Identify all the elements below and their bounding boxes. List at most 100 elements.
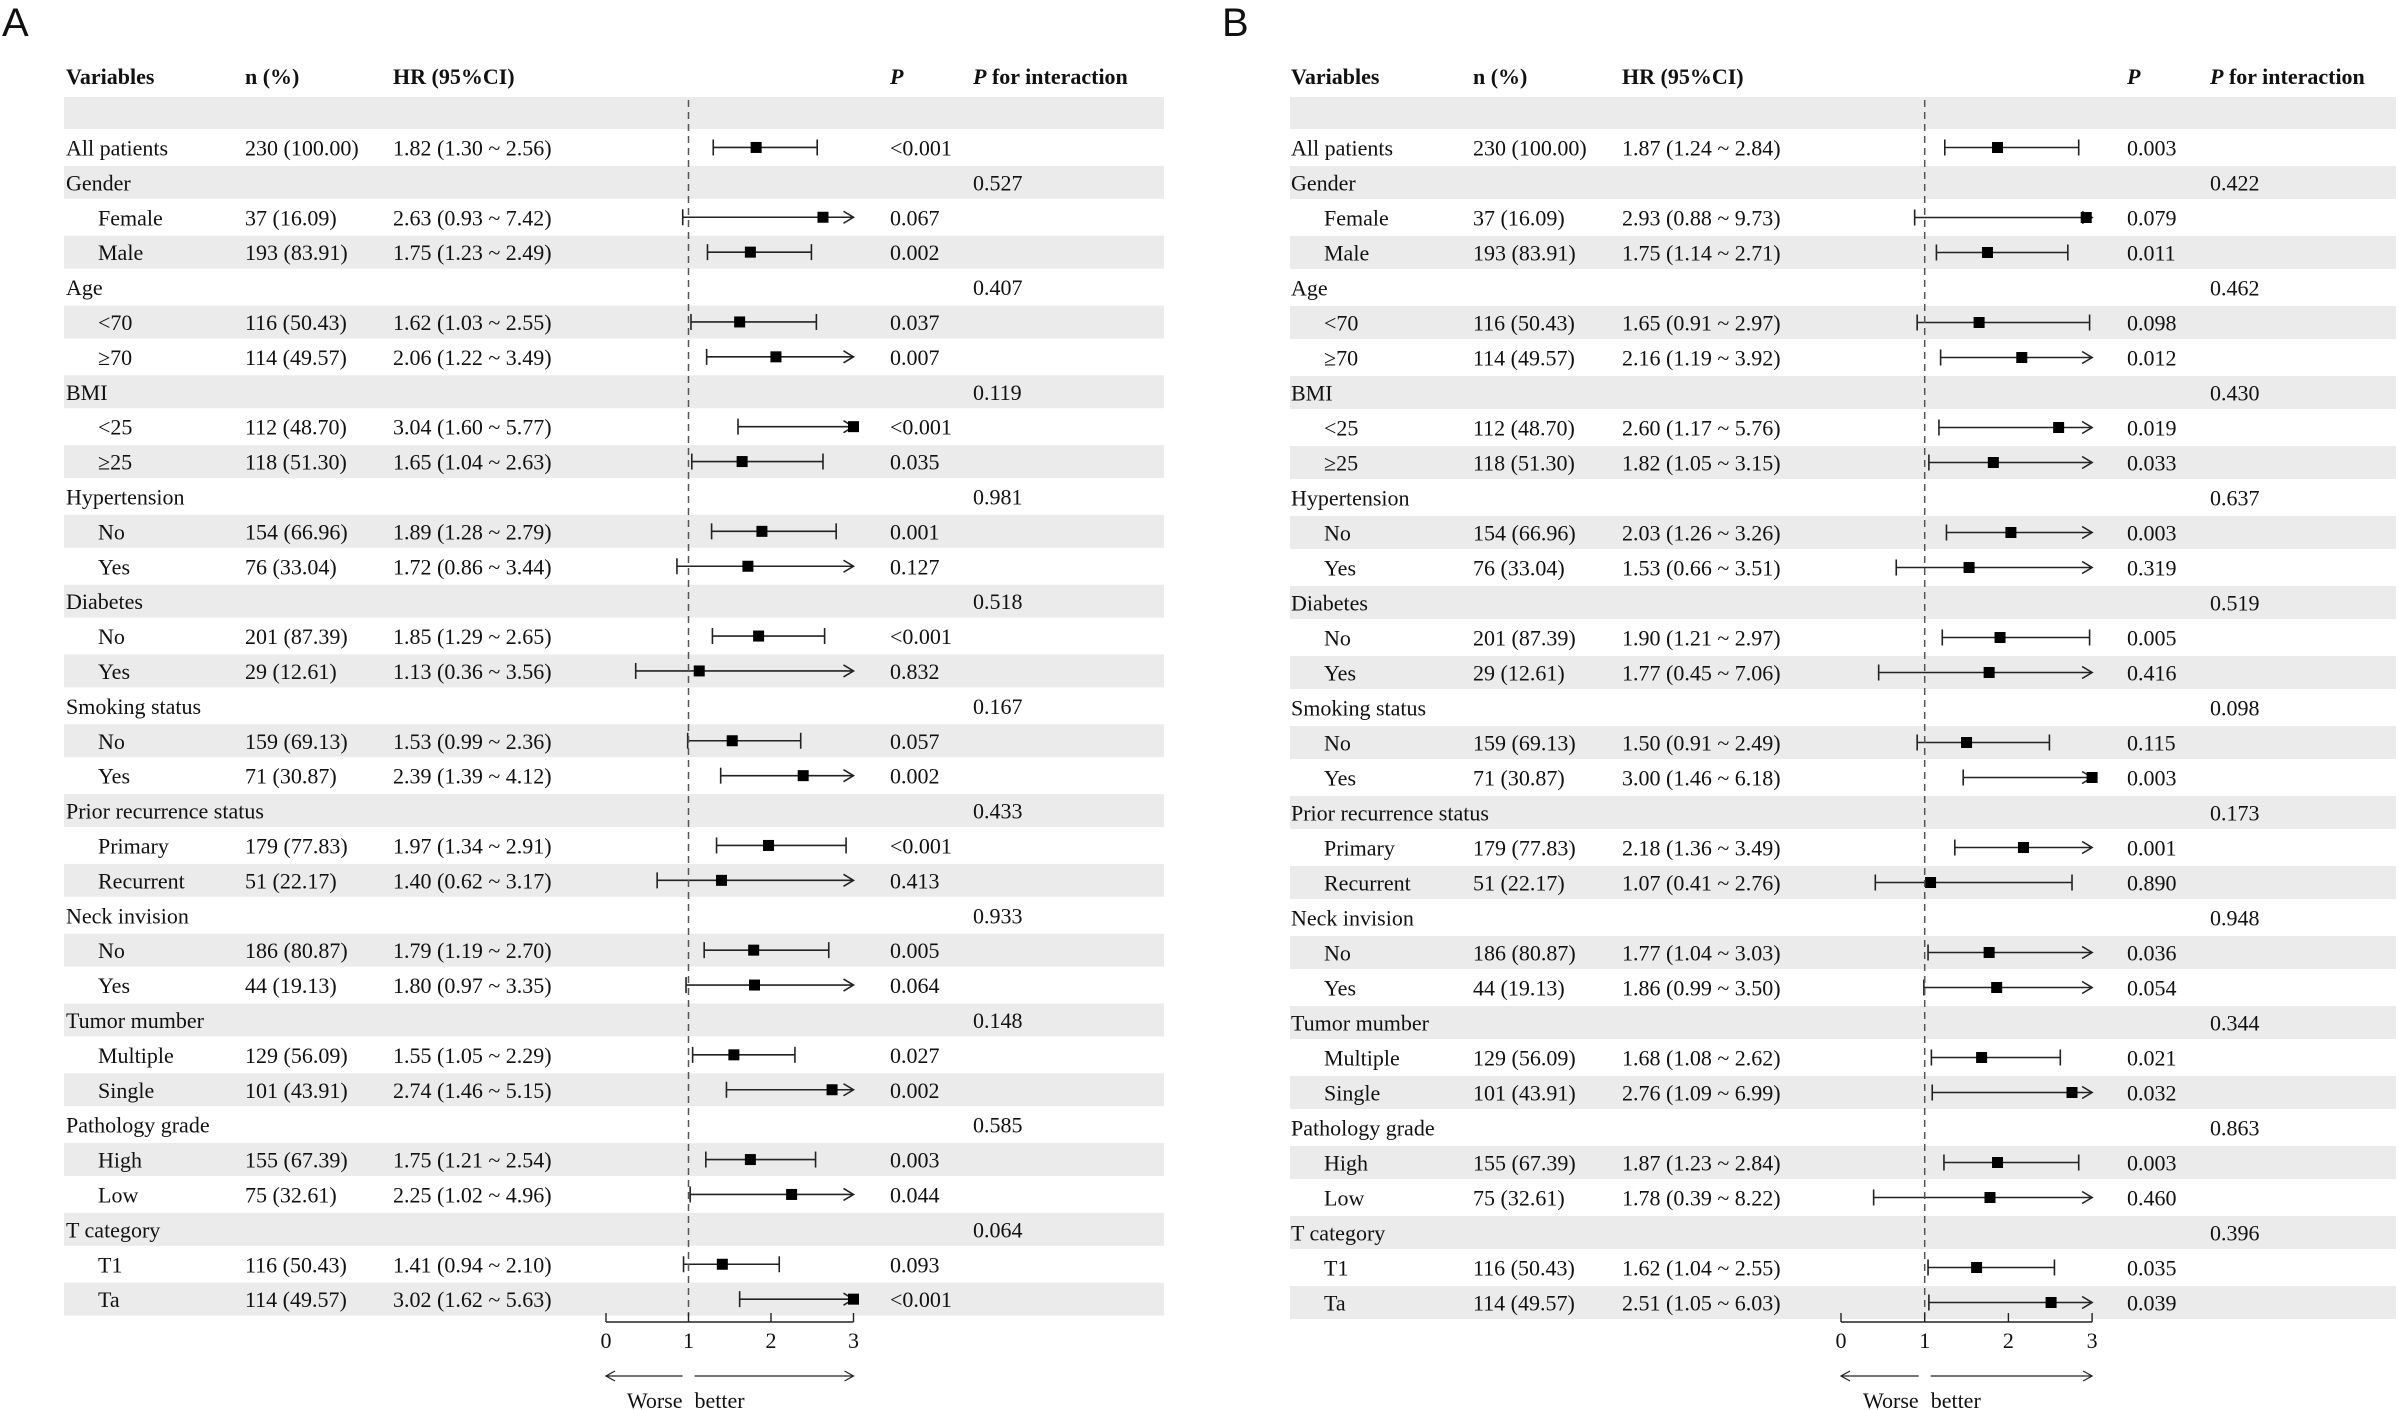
row-hr-ci: 3.04 (1.60 ~ 5.77) xyxy=(393,415,552,440)
row-n: 114 (49.57) xyxy=(245,345,347,370)
header-stripe xyxy=(1290,97,2396,129)
row-p-interaction: 0.585 xyxy=(973,1113,1023,1138)
row-label: Multiple xyxy=(1324,1046,1400,1071)
table-row: Low 75 (32.61) 1.78 (0.39 ~ 8.22) 0.460 xyxy=(1324,1186,2177,1211)
header-n: n (%) xyxy=(1473,64,1527,89)
row-hr-ci: 1.40 (0.62 ~ 3.17) xyxy=(393,868,552,893)
header-n: n (%) xyxy=(245,64,299,89)
ci-mark xyxy=(711,628,826,645)
row-n: 201 (87.39) xyxy=(245,624,348,649)
hr-point xyxy=(786,1188,798,1200)
row-n: 230 (100.00) xyxy=(1473,136,1587,161)
row-p-interaction: 0.396 xyxy=(2210,1221,2260,1246)
table-row: Primary 179 (77.83) 1.97 (1.34 ~ 2.91) <0.0… xyxy=(98,833,952,858)
x-axis-tick-label: 2 xyxy=(2003,1328,2014,1353)
ci-mark xyxy=(691,1046,796,1063)
ci-mark xyxy=(1874,874,2073,891)
hr-point xyxy=(1992,142,2004,153)
table-row: Diabetes 0.518 xyxy=(66,589,1023,614)
table-row: All patients 230 (100.00) 1.82 (1.30 ~ 2.5… xyxy=(66,135,952,160)
row-stripe xyxy=(1290,1006,2396,1039)
row-label: T1 xyxy=(1324,1256,1348,1281)
row-hr-ci: 1.75 (1.21 ~ 2.54) xyxy=(393,1148,552,1173)
ci-mark xyxy=(682,1256,781,1273)
ci-arrow xyxy=(2081,945,2094,960)
row-p-value: 0.001 xyxy=(890,519,940,544)
hr-point xyxy=(736,456,748,468)
row-n: 118 (51.30) xyxy=(245,450,347,475)
row-hr-ci: 1.79 (1.19 ~ 2.70) xyxy=(393,938,552,963)
ci-arrow xyxy=(2081,420,2094,435)
x-axis-tick-label: 3 xyxy=(848,1328,859,1353)
table-row: Yes 76 (33.04) 1.72 (0.86 ~ 3.44) 0.127 xyxy=(98,554,940,579)
table-row: Male 193 (83.91) 1.75 (1.14 ~ 2.71) 0.011 xyxy=(1324,241,2176,266)
row-p-value: 0.890 xyxy=(2127,871,2177,896)
hr-point xyxy=(2086,772,2098,783)
ci-mark xyxy=(690,453,824,470)
row-label: T1 xyxy=(98,1252,122,1277)
hr-point xyxy=(1994,632,2006,643)
row-label: Neck invision xyxy=(66,903,189,928)
row-label: No xyxy=(1324,521,1351,546)
row-n: 71 (30.87) xyxy=(245,764,337,789)
row-label: Single xyxy=(1324,1081,1380,1106)
row-stripe xyxy=(1290,446,2396,479)
row-label: Yes xyxy=(98,659,130,684)
row-hr-ci: 2.18 (1.36 ~ 3.49) xyxy=(1622,836,1781,861)
ci-arrow xyxy=(843,350,856,364)
row-stripe xyxy=(64,933,1164,967)
row-n: 186 (80.87) xyxy=(245,938,348,963)
row-p-value: 0.003 xyxy=(890,1148,940,1173)
ci-arrow xyxy=(2081,665,2094,680)
row-n: 118 (51.30) xyxy=(1473,451,1575,476)
row-label: Tumor mumber xyxy=(66,1008,205,1033)
table-row: No 186 (80.87) 1.79 (1.19 ~ 2.70) 0.005 xyxy=(98,938,940,963)
table-row: Primary 179 (77.83) 2.18 (1.36 ~ 3.49) 0.00… xyxy=(1324,836,2177,861)
panel-a-marks xyxy=(634,100,859,1317)
row-stripe xyxy=(1290,1146,2396,1179)
ci-arrow xyxy=(2081,455,2094,470)
table-row: No 154 (66.96) 1.89 (1.28 ~ 2.79) 0.001 xyxy=(98,519,940,544)
row-hr-ci: 2.74 (1.46 ~ 5.15) xyxy=(393,1078,552,1103)
row-p-interaction: 0.948 xyxy=(2210,906,2260,931)
hr-point xyxy=(744,1154,756,1166)
hr-point xyxy=(693,665,705,677)
row-p-value: 0.413 xyxy=(890,868,940,893)
row-n: 44 (19.13) xyxy=(1473,976,1565,1001)
ci-mark xyxy=(706,244,813,261)
row-p-value: 0.416 xyxy=(2127,661,2177,686)
hr-point xyxy=(734,316,746,328)
row-label: Age xyxy=(66,275,103,300)
table-row: Prior recurrence status 0.433 xyxy=(66,799,1023,824)
table-row: <25 112 (48.70) 3.04 (1.60 ~ 5.77) <0.001 xyxy=(98,415,952,440)
row-stripe xyxy=(64,794,1164,827)
table-row: Low 75 (32.61) 2.25 (1.02 ~ 4.96) 0.044 xyxy=(98,1182,940,1207)
ci-mark xyxy=(656,872,856,889)
table-row: Neck invision 0.933 xyxy=(66,903,1023,928)
panel-b-rows: All patients 230 (100.00) 1.87 (1.24 ~ 2.8… xyxy=(1291,136,2260,1316)
row-p-value: 0.003 xyxy=(2127,766,2177,791)
row-hr-ci: 1.82 (1.30 ~ 2.56) xyxy=(393,135,552,160)
ci-mark xyxy=(1916,314,2091,331)
row-n: 179 (77.83) xyxy=(245,833,348,858)
panel-b: B Variables n (%) HR (95%CI) P P for int… xyxy=(1222,1,2396,1410)
row-label: No xyxy=(98,519,125,544)
ci-mark xyxy=(1939,349,2094,366)
ci-arrow xyxy=(2081,980,2094,995)
table-row: <70 116 (50.43) 1.62 (1.03 ~ 2.55) 0.037 xyxy=(98,310,940,335)
header-stripe xyxy=(64,97,1164,129)
table-row: BMI 0.119 xyxy=(66,380,1022,405)
table-row: Recurrent 51 (22.17) 1.40 (0.62 ~ 3.17) 0.4… xyxy=(98,868,940,893)
table-row: ≥25 118 (51.30) 1.65 (1.04 ~ 2.63) 0.035 xyxy=(98,450,940,475)
row-n: 76 (33.04) xyxy=(1473,556,1565,581)
row-p-value: 0.093 xyxy=(890,1252,940,1277)
row-stripe xyxy=(64,445,1164,478)
table-row: Yes 44 (19.13) 1.80 (0.97 ~ 3.35) 0.064 xyxy=(98,973,940,998)
row-p-value: 0.002 xyxy=(890,764,940,789)
hr-point xyxy=(1983,667,1995,678)
x-axis-tick-label: 0 xyxy=(601,1328,612,1353)
panel-b-letter: B xyxy=(1222,1,1249,45)
header-p: P xyxy=(889,64,904,89)
row-hr-ci: 2.60 (1.17 ~ 5.76) xyxy=(1622,416,1781,441)
row-label: Ta xyxy=(1324,1291,1346,1316)
